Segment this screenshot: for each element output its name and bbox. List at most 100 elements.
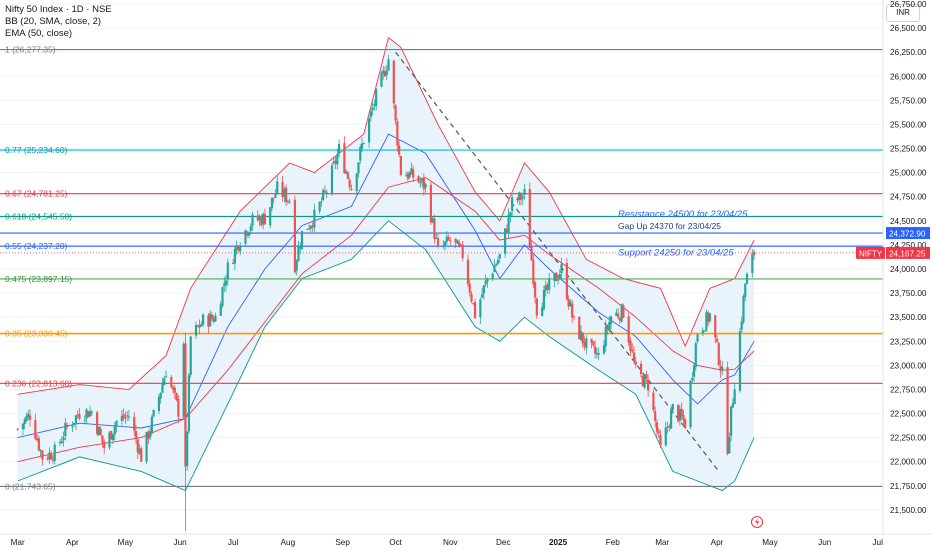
- candle-body: [511, 197, 514, 211]
- candle-body: [396, 121, 399, 146]
- candle-body: [332, 161, 335, 164]
- candle-body: [738, 331, 742, 391]
- alert-icon-bolt: [755, 517, 760, 527]
- time-tick-label: Apr: [711, 538, 724, 547]
- candle-body: [307, 228, 311, 230]
- candle-body: [246, 231, 249, 236]
- candle-body: [659, 435, 662, 446]
- candle-body: [232, 263, 235, 265]
- price-tick-label: 24,250.00: [890, 241, 927, 250]
- candle-body: [247, 232, 251, 236]
- candle-body: [387, 59, 390, 71]
- candle-body: [523, 189, 526, 195]
- candle-body: [157, 396, 161, 411]
- candle-body: [394, 105, 397, 121]
- candle-body: [300, 230, 304, 249]
- candle-body: [283, 189, 286, 198]
- candle-body: [482, 285, 485, 294]
- candle-body: [585, 338, 588, 349]
- candle-body: [668, 426, 671, 428]
- candle-body: [233, 248, 236, 264]
- price-axis: 21,500.00 21,750.00 22,000.00 22,250.00 22,5…: [856, 0, 930, 534]
- candle-body: [615, 312, 618, 316]
- candle-body: [629, 340, 632, 351]
- symbol-tag: [856, 246, 885, 259]
- candle-body: [707, 312, 710, 322]
- candle-body: [16, 428, 19, 430]
- candle-body: [609, 316, 613, 324]
- price-tick-label: 22,750.00: [890, 385, 927, 394]
- ema-line: [17, 177, 755, 463]
- candle-body: [244, 230, 247, 244]
- candle-body: [177, 399, 180, 417]
- price-tick-label: 23,250.00: [890, 337, 927, 346]
- candle-body: [200, 324, 203, 327]
- time-tick-label: Oct: [389, 538, 402, 547]
- candle-body: [182, 343, 185, 418]
- candle-body: [383, 71, 387, 77]
- candle-body: [198, 324, 201, 328]
- alert-icon: [750, 515, 764, 529]
- candle-body: [708, 313, 712, 322]
- candle-body: [632, 352, 636, 361]
- candle-body: [597, 352, 600, 355]
- candle-body: [175, 393, 178, 400]
- candle-body: [103, 441, 106, 449]
- candle-body: [270, 197, 274, 208]
- candle-body: [281, 181, 284, 197]
- candle-body: [53, 444, 56, 461]
- fibonacci-levels: 1 (26,277.35) 0.77 (25,234.60) 0.67 (24,78…: [0, 45, 883, 491]
- candle-body: [479, 299, 482, 318]
- currency-selector[interactable]: INR: [886, 4, 920, 22]
- candle-body: [669, 410, 673, 429]
- candle-body: [212, 318, 215, 322]
- candle-body: [46, 457, 49, 460]
- candle-body: [565, 263, 568, 300]
- candle-body: [677, 404, 680, 422]
- candle-body: [186, 431, 189, 467]
- candle-body: [145, 432, 148, 462]
- candle-body: [362, 143, 365, 145]
- alert-icon-circle: [750, 515, 764, 529]
- candle-body: [189, 336, 192, 375]
- candle-body: [286, 200, 289, 202]
- candle-body: [256, 215, 259, 221]
- candle-body: [505, 229, 508, 233]
- candle-body: [521, 196, 524, 199]
- candle-body: [120, 416, 123, 421]
- candle-body: [472, 302, 475, 304]
- candle-body: [223, 283, 226, 287]
- support-annotation: Support 24250 for 23/04/25: [618, 248, 734, 259]
- candle-body: [115, 420, 118, 427]
- fib-level-label: 0.55 (24,237.20): [5, 241, 68, 251]
- candle-body: [97, 427, 100, 436]
- candle-body: [224, 280, 228, 286]
- candle-body: [164, 376, 168, 378]
- candle-body: [595, 353, 599, 355]
- fib-level-label: 0.35 (23,330.45): [5, 329, 68, 339]
- candle-body: [323, 190, 327, 192]
- down-trendline: [395, 51, 720, 472]
- candle-body: [295, 260, 298, 271]
- candle-body: [445, 236, 448, 243]
- candle-body: [731, 403, 734, 408]
- candle-body: [556, 279, 560, 281]
- candle-body: [726, 367, 729, 455]
- candle-body: [544, 285, 547, 291]
- candle-body: [647, 379, 650, 391]
- candle-body: [721, 367, 724, 371]
- candle-body: [122, 414, 125, 419]
- candle-body: [535, 298, 538, 316]
- candle-body: [398, 145, 401, 155]
- candle-body: [420, 179, 424, 182]
- candle-body: [99, 428, 102, 436]
- fib-level-label: 0.475 (23,897.15): [5, 274, 72, 284]
- candle-body: [237, 246, 240, 251]
- price-tick-label: 23,750.00: [890, 289, 927, 298]
- candle-body: [369, 111, 372, 118]
- candle-body: [207, 315, 210, 327]
- candle-body: [297, 246, 300, 262]
- candle-body: [498, 254, 501, 259]
- candle-body: [288, 201, 291, 203]
